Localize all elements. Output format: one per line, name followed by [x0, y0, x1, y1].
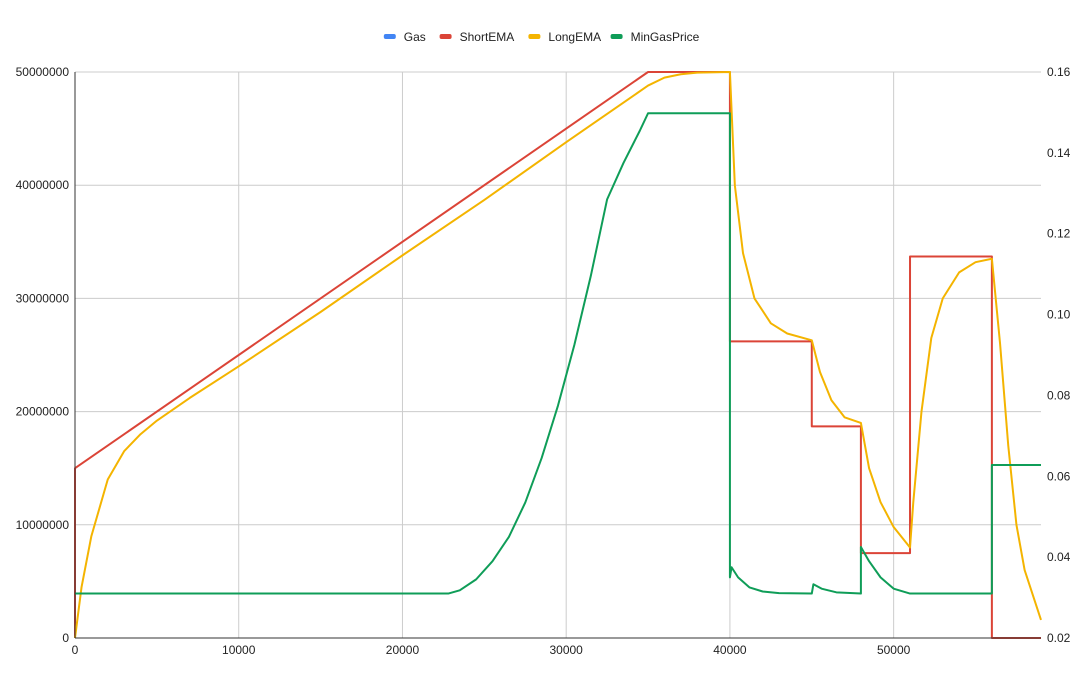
tick-labels: 0100000002000000030000000400000005000000…	[16, 65, 1071, 657]
legend-swatch	[528, 34, 541, 39]
legend: Gas ShortEMA LongEMA MinGasPrice	[383, 30, 700, 44]
y-right-tick-label: 0.04	[1047, 550, 1071, 564]
legend-swatch	[439, 34, 452, 39]
y-left-tick-label: 30000000	[16, 291, 70, 305]
x-tick-label: 40000	[713, 643, 747, 657]
x-tick-label: 10000	[222, 643, 256, 657]
y-right-tick-label: 0.16	[1047, 65, 1071, 79]
y-right-tick-label: 0.14	[1047, 146, 1071, 160]
y-right-tick-label: 0.02	[1047, 631, 1071, 645]
y-right-tick-label: 0.12	[1047, 227, 1071, 241]
y-left-tick-label: 50000000	[16, 65, 70, 79]
legend-item-gas[interactable]: Gas	[383, 30, 426, 44]
series-layer	[74, 71, 1042, 639]
legend-label: MinGasPrice	[631, 30, 700, 44]
legend-item-shortema[interactable]: ShortEMA	[439, 30, 515, 44]
legend-item-mingasprice[interactable]: MinGasPrice	[610, 30, 700, 44]
y-left-tick-label: 0	[62, 631, 69, 645]
y-left-tick-label: 40000000	[16, 178, 70, 192]
legend-label: LongEMA	[548, 30, 601, 44]
y-left-tick-label: 10000000	[16, 518, 70, 532]
y-right-tick-label: 0.08	[1047, 388, 1071, 402]
x-tick-label: 50000	[877, 643, 911, 657]
legend-item-longema[interactable]: LongEMA	[528, 30, 601, 44]
y-right-tick-label: 0.10	[1047, 308, 1071, 322]
series-line-mingasprice	[75, 112, 1041, 595]
x-tick-label: 20000	[386, 643, 420, 657]
legend-swatch	[383, 34, 396, 39]
legend-swatch	[610, 34, 623, 39]
series-line-longema	[74, 71, 1042, 639]
legend-label: Gas	[404, 30, 426, 44]
x-tick-label: 30000	[549, 643, 583, 657]
legend-label: ShortEMA	[460, 30, 515, 44]
axes	[74, 72, 1041, 639]
series-line-shortema	[74, 71, 1041, 639]
x-tick-label: 0	[72, 643, 79, 657]
y-right-tick-label: 0.06	[1047, 469, 1071, 483]
y-left-tick-label: 20000000	[16, 405, 70, 419]
